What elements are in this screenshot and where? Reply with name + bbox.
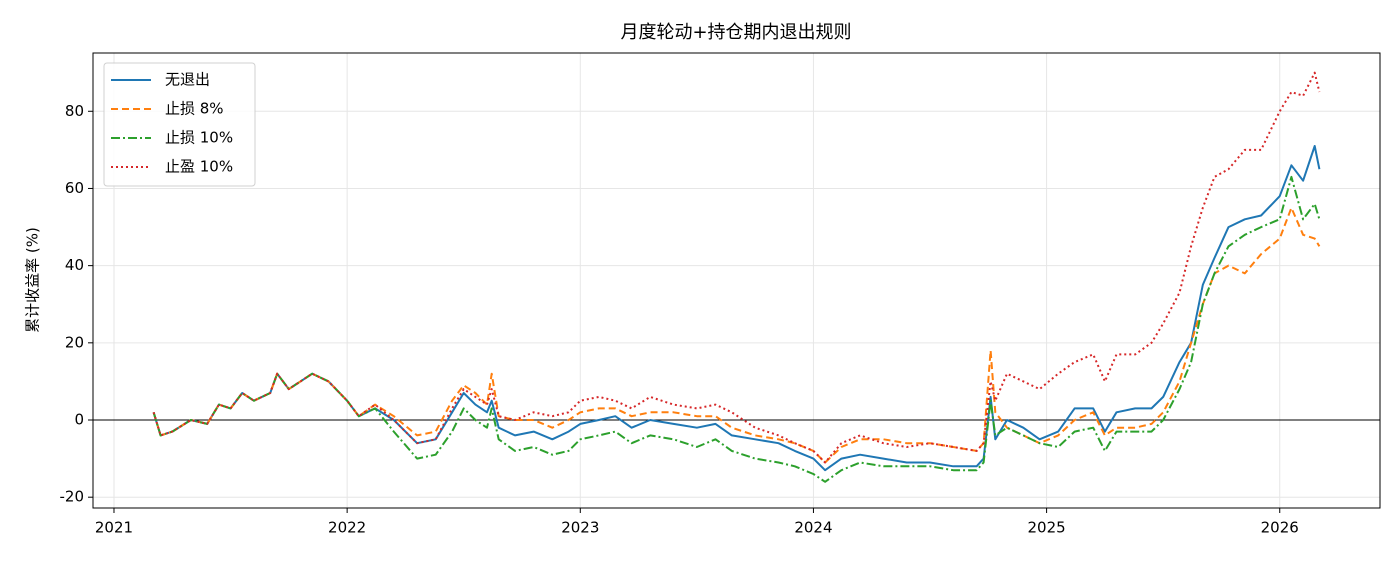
y-tick-label: 0 bbox=[74, 411, 84, 429]
y-tick-label: 80 bbox=[65, 102, 84, 120]
legend-label: 无退出 bbox=[165, 71, 210, 89]
x-tick-label: 2021 bbox=[95, 519, 133, 537]
y-tick-label: 40 bbox=[65, 256, 84, 274]
x-tick-label: 2026 bbox=[1261, 519, 1299, 537]
y-tick-label: 60 bbox=[65, 179, 84, 197]
x-tick-label: 2023 bbox=[561, 519, 599, 537]
line-series bbox=[152, 206, 1321, 464]
y-axis-label: 累计收益率 (%) bbox=[24, 227, 42, 333]
legend-label: 止损 10% bbox=[165, 129, 233, 147]
legend-label: 止盈 10% bbox=[165, 158, 233, 176]
x-tick-label: 2024 bbox=[794, 519, 832, 537]
y-tick-label: 20 bbox=[65, 333, 84, 351]
legend-label: 止损 8% bbox=[165, 100, 224, 118]
legend-box bbox=[103, 62, 256, 187]
y-tick-label: -20 bbox=[60, 488, 85, 506]
chart-title: 月度轮动+持仓期内退出规则 bbox=[620, 22, 851, 43]
x-tick-label: 2022 bbox=[328, 519, 366, 537]
line-series bbox=[152, 145, 1321, 472]
line-series bbox=[152, 71, 1321, 464]
x-tick-label: 2025 bbox=[1027, 519, 1065, 537]
plot-frame bbox=[92, 52, 1381, 509]
